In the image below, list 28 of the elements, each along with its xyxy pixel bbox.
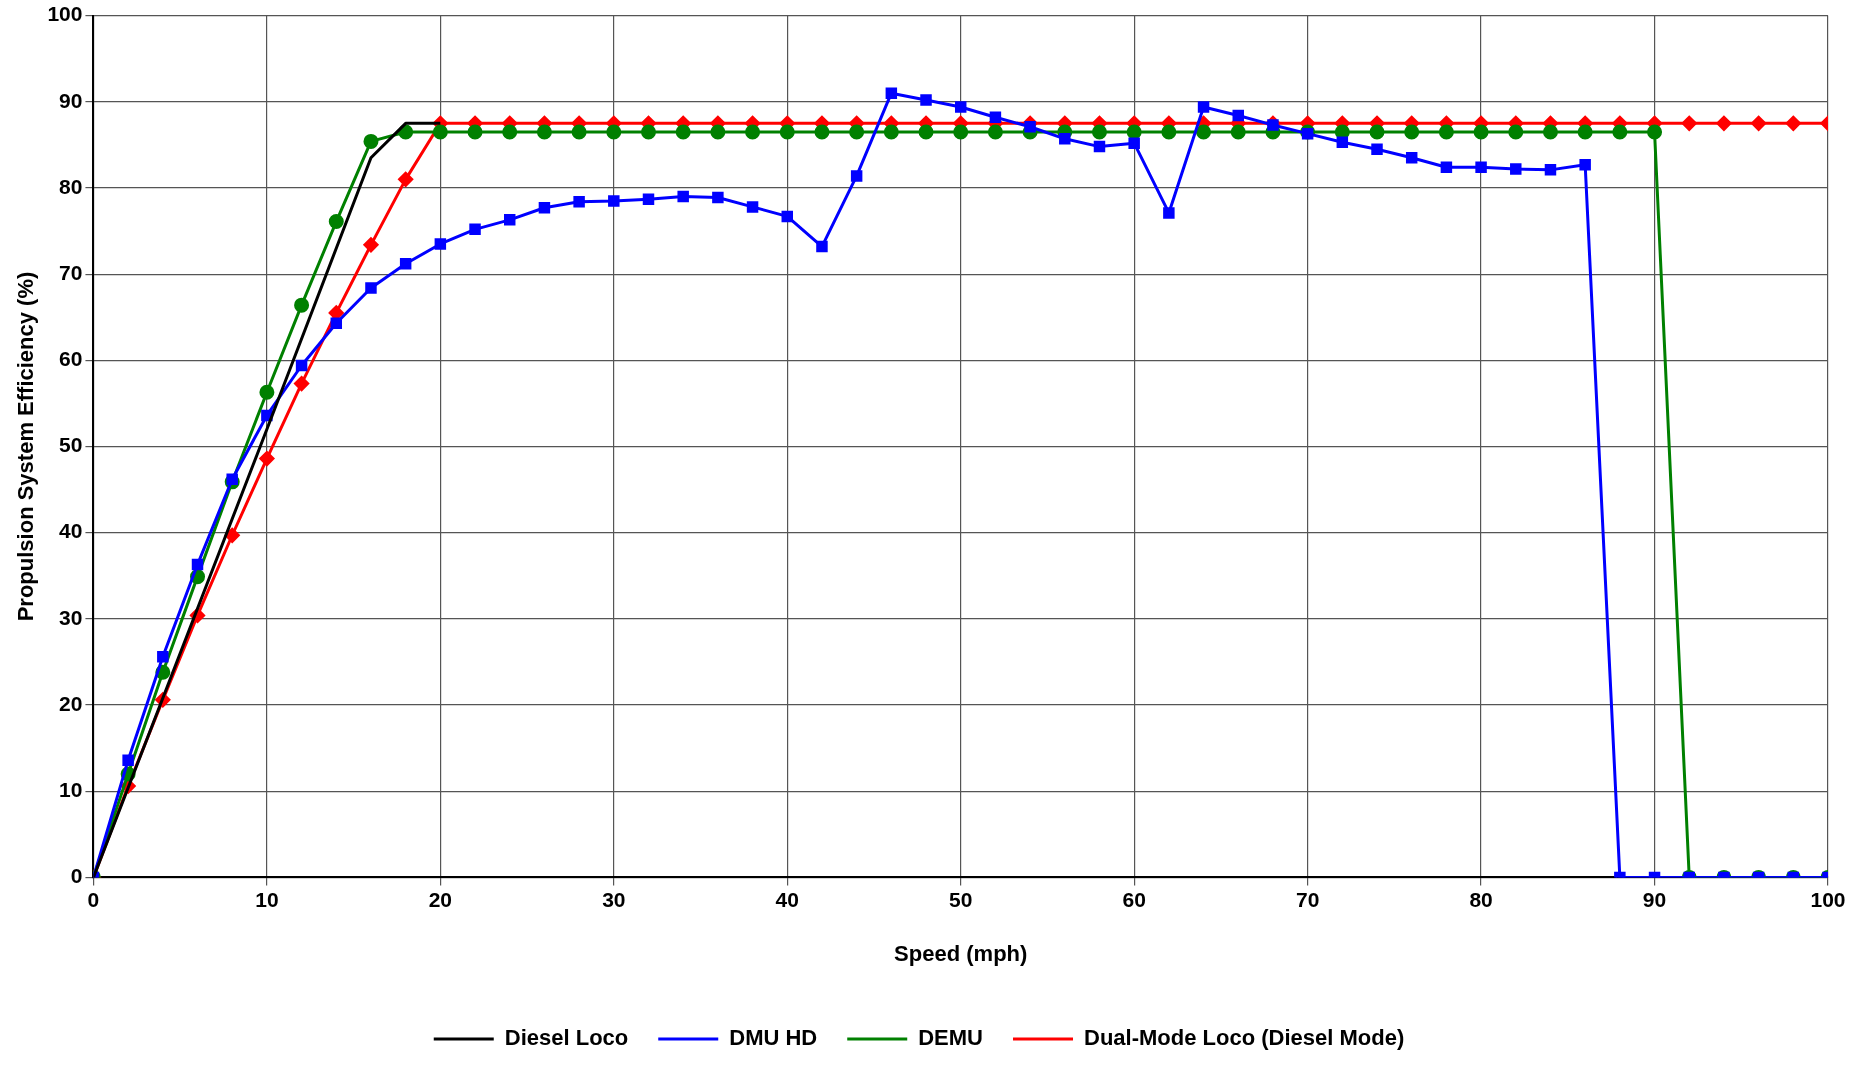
- y-tick-label: 60: [59, 347, 83, 371]
- legend-label: Dual-Mode Loco (Diesel Mode): [1084, 1025, 1405, 1051]
- legend-label: DMU HD: [729, 1025, 818, 1051]
- y-tick-label: 100: [47, 2, 83, 26]
- y-axis-title: Propulsion System Efficiency (%): [13, 271, 39, 622]
- y-tick-label: 50: [59, 433, 83, 457]
- x-tick-label: 20: [428, 887, 453, 911]
- x-tick-label: 30: [602, 887, 626, 911]
- x-tick-label: 80: [1469, 887, 1493, 911]
- x-tick-label: 0: [87, 887, 100, 911]
- x-tick-label: 100: [1810, 887, 1846, 911]
- y-tick-label: 80: [59, 174, 83, 198]
- x-tick-label: 40: [775, 887, 799, 911]
- y-tick-label: 70: [59, 260, 83, 284]
- legend-label: DEMU: [918, 1025, 984, 1051]
- y-tick-label: 10: [59, 778, 83, 802]
- y-tick-label: 20: [59, 691, 83, 715]
- y-tick-label: 40: [59, 519, 83, 543]
- y-tick-label: 0: [70, 864, 83, 888]
- x-axis-title: Speed (mph): [894, 940, 1028, 966]
- x-tick-label: 60: [1122, 887, 1146, 911]
- x-tick-label: 70: [1295, 887, 1320, 911]
- x-tick-label: 50: [949, 887, 973, 911]
- legend-label: Diesel Loco: [504, 1025, 629, 1051]
- y-tick-label: 90: [59, 88, 83, 112]
- x-tick-label: 10: [255, 887, 279, 911]
- y-tick-label: 30: [59, 605, 83, 629]
- x-tick-label: 90: [1642, 887, 1667, 911]
